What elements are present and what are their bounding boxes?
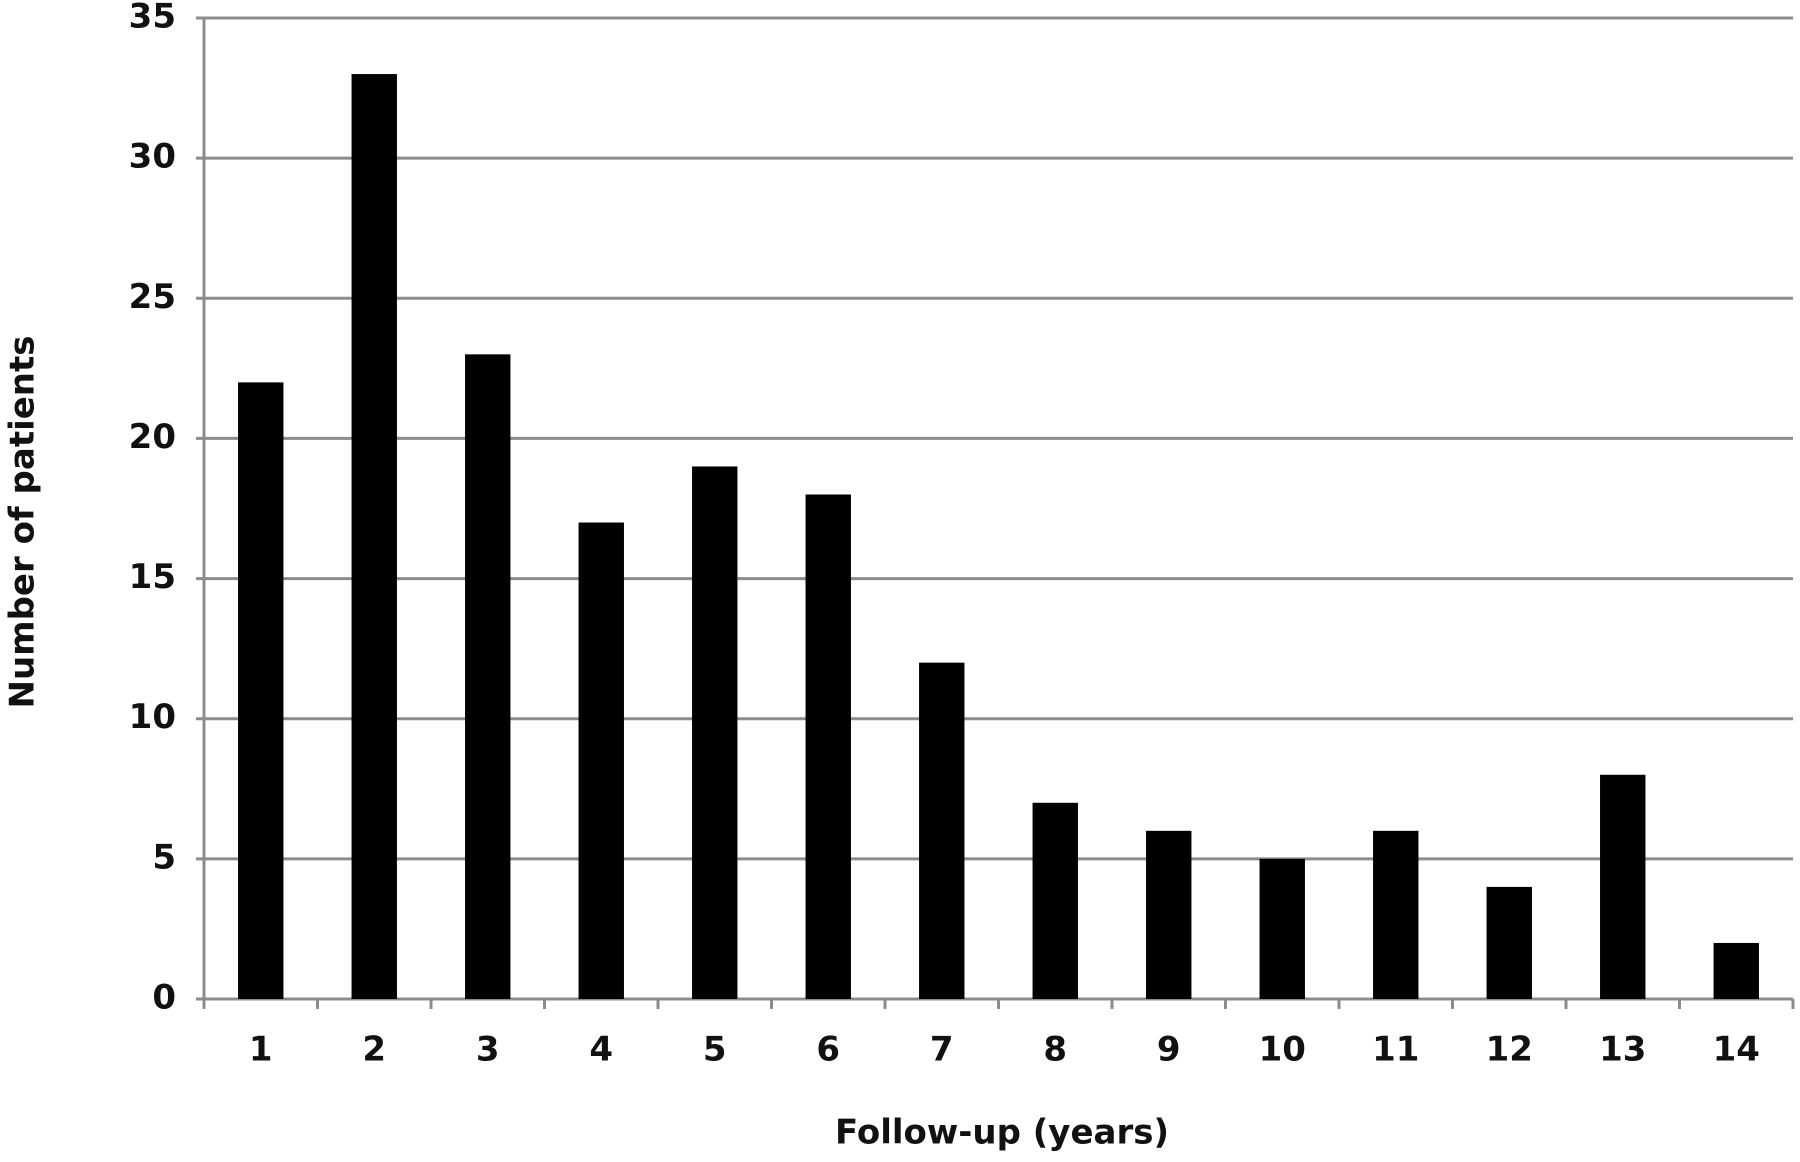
y-tick-label: 15 [129, 557, 176, 597]
x-tick-label: 5 [703, 1030, 727, 1070]
bar [465, 354, 511, 999]
x-tick-label: 1 [249, 1030, 273, 1070]
x-tick-label: 9 [1157, 1030, 1181, 1070]
bar [919, 662, 965, 999]
x-tick-label: 3 [476, 1030, 500, 1070]
y-tick-label: 10 [129, 697, 176, 737]
bar [1259, 858, 1305, 999]
x-tick-label: 10 [1259, 1030, 1306, 1070]
bar [1373, 830, 1419, 999]
bar [578, 522, 624, 999]
bar [1713, 942, 1759, 999]
x-tick-label: 4 [589, 1030, 613, 1070]
y-tick-label: 30 [129, 137, 176, 177]
y-tick-label: 20 [129, 417, 176, 457]
x-tick-label: 14 [1713, 1030, 1760, 1070]
bar [351, 74, 397, 1000]
x-tick-label: 6 [816, 1030, 840, 1070]
bar [805, 494, 851, 999]
y-tick-label: 5 [152, 837, 176, 877]
y-tick-label: 25 [129, 277, 176, 317]
y-tick-label: 0 [152, 978, 176, 1018]
y-axis-title: Number of patients [3, 335, 43, 708]
x-tick-label: 7 [930, 1030, 954, 1070]
bar [1600, 774, 1646, 999]
bar [238, 382, 284, 999]
x-tick-label: 2 [362, 1030, 386, 1070]
y-tick-label: 35 [129, 0, 176, 37]
x-tick-label: 11 [1372, 1030, 1419, 1070]
x-tick-label: 13 [1599, 1030, 1646, 1070]
x-tick-label: 8 [1043, 1030, 1067, 1070]
x-tick-label: 12 [1486, 1030, 1533, 1070]
x-axis-title: Follow-up (years) [835, 1113, 1169, 1153]
bar [1032, 802, 1078, 999]
bar [692, 466, 738, 999]
bar [1146, 830, 1192, 999]
bar [1486, 886, 1532, 999]
